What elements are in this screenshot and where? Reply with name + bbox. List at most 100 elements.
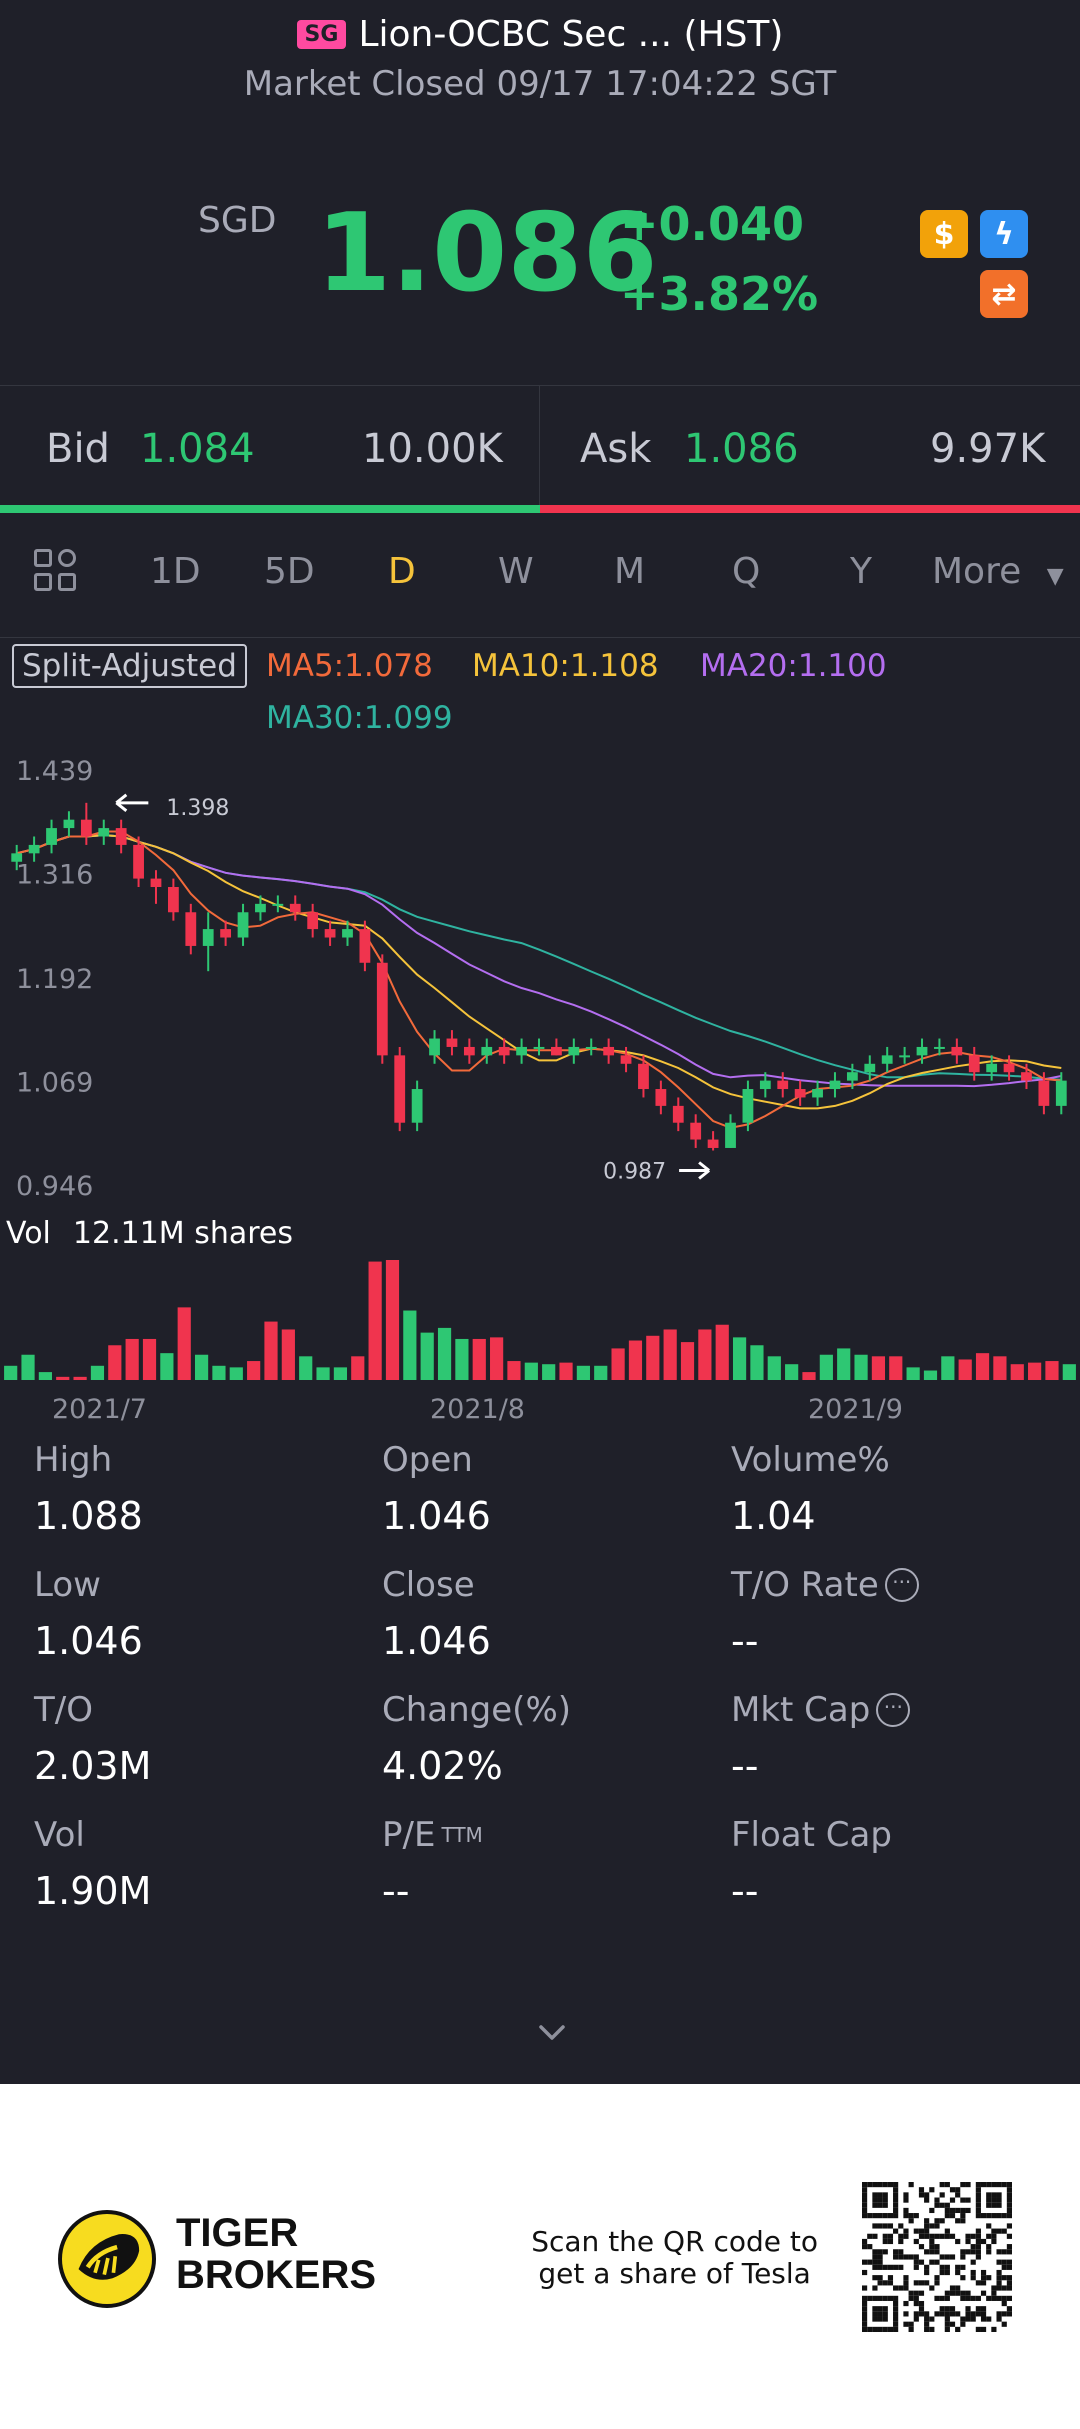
qr-module xyxy=(960,2218,966,2224)
qr-module xyxy=(908,2254,914,2260)
split-adjusted-toggle[interactable]: Split-Adjusted xyxy=(12,644,247,688)
tab-1d[interactable]: 1D xyxy=(150,551,201,592)
tab-y[interactable]: Y xyxy=(850,551,872,592)
volume-bar xyxy=(247,1361,261,1380)
qr-module xyxy=(903,2275,909,2281)
qr-module xyxy=(877,2197,883,2203)
share-footer: TIGER BROKERS Scan the QR code to get a … xyxy=(0,2084,1080,2429)
qr-module xyxy=(980,2238,987,2245)
qr-module xyxy=(877,2326,883,2332)
bid-section: Bid 1.084 10.00K xyxy=(0,386,540,511)
candle-body xyxy=(237,912,249,938)
brand-name: TIGER BROKERS xyxy=(176,2212,376,2296)
qr-module xyxy=(893,2321,899,2327)
qr-module xyxy=(908,2321,914,2327)
qr-module xyxy=(944,2269,950,2276)
low-marker-arrow xyxy=(679,1161,711,1180)
qr-module xyxy=(944,2326,950,2332)
qr-module xyxy=(986,2316,992,2322)
ma30-value: MA30:1.099 xyxy=(266,700,453,736)
qr-module xyxy=(939,2233,945,2239)
qr-module xyxy=(924,2197,930,2203)
qr-module xyxy=(1006,2311,1012,2317)
chart-layout-icon[interactable] xyxy=(34,549,78,593)
volume-bar xyxy=(975,1353,990,1380)
swap-icon[interactable]: ⇄ xyxy=(980,270,1028,318)
qr-module xyxy=(1006,2280,1012,2286)
qr-module xyxy=(882,2326,888,2332)
qr-module xyxy=(913,2280,919,2286)
qr-module xyxy=(955,2326,961,2332)
tab-5d[interactable]: 5D xyxy=(264,551,315,592)
qr-module xyxy=(996,2275,1002,2281)
candle-body xyxy=(133,844,144,879)
qr-module xyxy=(918,2187,925,2193)
qr-module xyxy=(918,2192,925,2198)
tab-more[interactable]: More ▼ xyxy=(932,551,1064,592)
qr-module xyxy=(934,2275,940,2281)
qr-module xyxy=(955,2290,961,2296)
qr-module xyxy=(980,2326,987,2332)
qr-module xyxy=(975,2249,981,2255)
info-dots-icon[interactable]: ··· xyxy=(876,1693,911,1727)
qr-module xyxy=(882,2202,888,2208)
qr-module xyxy=(908,2213,914,2219)
volume-bar xyxy=(767,1356,781,1380)
tab-q[interactable]: Q xyxy=(732,551,761,592)
stat-label: Low xyxy=(34,1565,143,1605)
volume-bar xyxy=(993,1356,1007,1380)
qr-module xyxy=(955,2187,961,2193)
qr-module xyxy=(996,2311,1002,2317)
volume-bar xyxy=(732,1337,747,1380)
qr-module xyxy=(882,2213,888,2219)
ask-section: Ask 1.086 9.97K xyxy=(540,386,1080,511)
qr-module xyxy=(965,2295,971,2301)
volume-bar xyxy=(628,1340,643,1380)
lightning-icon[interactable]: ϟ xyxy=(980,210,1028,258)
stock-title-row[interactable]: SG Lion-OCBC Sec ... (HST) xyxy=(0,14,1080,55)
stat-label-text: Change(%) xyxy=(382,1690,572,1730)
tab-m[interactable]: M xyxy=(614,551,646,592)
qr-module xyxy=(991,2326,997,2332)
ma5-value: MA5:1.078 xyxy=(266,648,433,684)
qr-module xyxy=(877,2311,883,2317)
volume-bar xyxy=(646,1335,660,1380)
qr-module xyxy=(882,2238,888,2245)
qr-module xyxy=(882,2280,888,2286)
qr-module xyxy=(877,2295,883,2301)
candle-body xyxy=(481,1046,493,1056)
candle-body xyxy=(289,903,301,913)
candlestick-chart[interactable]: 1.439 1.316 1.192 1.069 0.946 1.398 0.987 2021/… xyxy=(0,740,1080,1430)
qr-module xyxy=(949,2311,956,2317)
qr-module xyxy=(944,2182,950,2188)
chevron-down-icon[interactable] xyxy=(535,2015,569,2049)
stat-volume: Volume% 1.04 xyxy=(731,1440,890,1538)
qr-module xyxy=(996,2197,1002,2203)
qr-module xyxy=(887,2233,894,2239)
candle-body xyxy=(185,912,197,946)
qr-module xyxy=(955,2192,961,2198)
qr-module xyxy=(975,2202,981,2208)
qr-module xyxy=(1001,2311,1007,2317)
dollar-icon[interactable]: $ xyxy=(920,210,968,258)
volume-bar xyxy=(819,1354,833,1380)
qr-module xyxy=(975,2197,981,2203)
qr-module xyxy=(949,2290,956,2296)
qr-module xyxy=(960,2213,966,2219)
stat-value: 1.088 xyxy=(34,1494,143,1538)
tab-w[interactable]: W xyxy=(498,551,534,592)
qr-module xyxy=(991,2238,997,2245)
qr-module xyxy=(939,2254,945,2260)
qr-module xyxy=(913,2300,919,2307)
tab-d[interactable]: D xyxy=(388,551,416,592)
qr-module xyxy=(918,2311,925,2317)
qr-module xyxy=(970,2275,976,2281)
stat-label-text: High xyxy=(34,1440,113,1480)
qr-module xyxy=(986,2223,992,2229)
stat-vol: Vol 1.90M xyxy=(34,1815,151,1913)
qr-module xyxy=(872,2197,878,2203)
ask-label: Ask xyxy=(580,425,652,472)
qr-code[interactable] xyxy=(862,2182,1012,2332)
candle-body xyxy=(220,929,232,938)
info-dots-icon[interactable]: ··· xyxy=(884,1568,919,1602)
